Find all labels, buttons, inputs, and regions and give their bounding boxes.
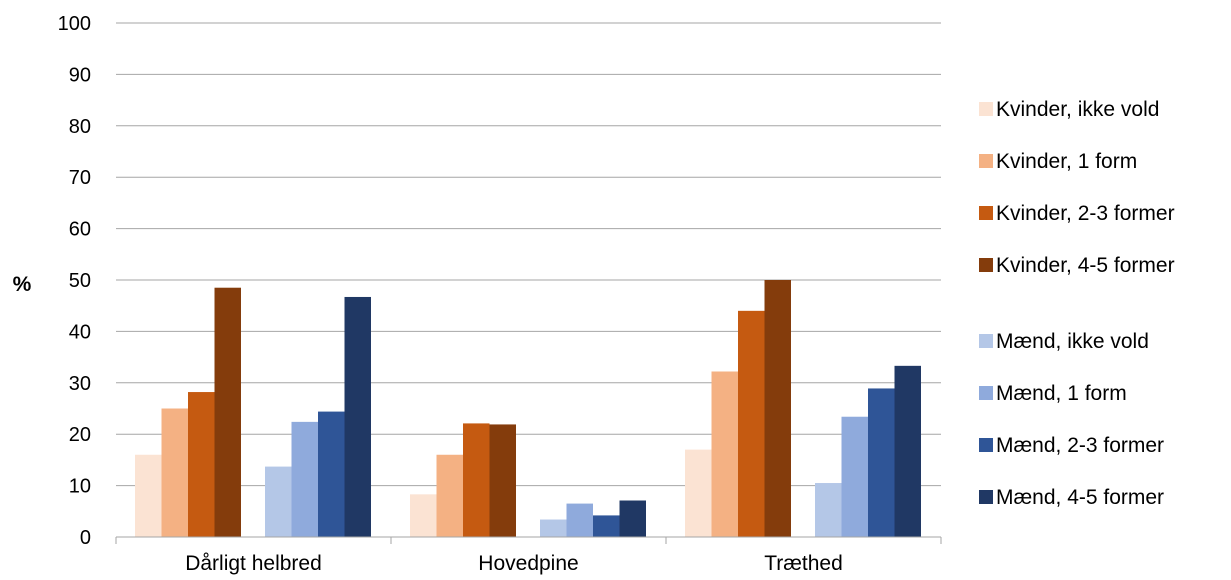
legend-swatch bbox=[979, 154, 993, 168]
bar bbox=[815, 483, 842, 537]
legend-swatch bbox=[979, 102, 993, 116]
legend-label: Kvinder, 4-5 former bbox=[996, 254, 1175, 277]
bar bbox=[188, 392, 215, 537]
legend-swatch bbox=[979, 438, 993, 452]
bar bbox=[593, 515, 620, 537]
category-label: Hovedpine bbox=[478, 552, 578, 575]
legend-label: Mænd, 4-5 former bbox=[996, 486, 1164, 509]
y-tick-label: 10 bbox=[69, 476, 91, 498]
gridlines bbox=[116, 22, 941, 487]
bar bbox=[619, 500, 646, 537]
bar bbox=[410, 494, 437, 537]
bar bbox=[566, 503, 593, 537]
bar bbox=[540, 519, 567, 537]
bar bbox=[764, 280, 791, 537]
y-axis-label: % bbox=[13, 273, 32, 296]
bar bbox=[489, 424, 516, 537]
y-tick-label: 80 bbox=[69, 116, 91, 138]
y-tick-label: 30 bbox=[69, 373, 91, 395]
bar bbox=[868, 388, 895, 537]
y-tick-label: 50 bbox=[69, 270, 91, 292]
category-label: Træthed bbox=[764, 552, 843, 575]
category-label: Dårligt helbred bbox=[185, 552, 322, 575]
legend-label: Kvinder, 2-3 former bbox=[996, 202, 1175, 225]
bar bbox=[291, 421, 318, 537]
y-tick-label: 90 bbox=[69, 64, 91, 86]
x-axis bbox=[115, 536, 942, 544]
legend-swatch bbox=[979, 258, 993, 272]
y-tick-label: 60 bbox=[69, 219, 91, 241]
bars bbox=[135, 280, 921, 537]
legend-label: Mænd, ikke vold bbox=[996, 330, 1149, 353]
legend-label: Kvinder, 1 form bbox=[996, 150, 1137, 173]
legend-swatch bbox=[979, 206, 993, 220]
bar bbox=[265, 466, 292, 537]
legend-label: Mænd, 1 form bbox=[996, 382, 1127, 405]
category-labels: Dårligt helbred Hovedpine Træthed bbox=[185, 552, 843, 575]
y-tick-label: 0 bbox=[80, 527, 91, 549]
y-tick-label: 70 bbox=[69, 167, 91, 189]
legend-label: Mænd, 2-3 former bbox=[996, 434, 1164, 457]
legend-swatch bbox=[979, 490, 993, 504]
bar bbox=[214, 287, 241, 537]
bar bbox=[344, 296, 371, 537]
bar bbox=[738, 310, 765, 537]
bar bbox=[841, 416, 868, 537]
y-tick-label: 40 bbox=[69, 321, 91, 343]
legend-swatch bbox=[979, 334, 993, 348]
bar bbox=[318, 411, 345, 537]
bar bbox=[685, 449, 712, 537]
bar bbox=[711, 371, 738, 537]
y-tick-labels: 0 10 20 30 40 50 60 70 80 90 100 bbox=[58, 13, 91, 549]
y-tick-label: 20 bbox=[69, 424, 91, 446]
bar bbox=[135, 454, 162, 537]
bar bbox=[436, 454, 463, 537]
bar bbox=[894, 365, 921, 537]
y-tick-label: 100 bbox=[58, 13, 91, 35]
bar bbox=[161, 408, 188, 537]
bar bbox=[463, 423, 490, 537]
legend: Kvinder, ikke vold Kvinder, 1 form Kvinder… bbox=[979, 98, 1175, 509]
legend-label: Kvinder, ikke vold bbox=[996, 98, 1159, 121]
legend-swatch bbox=[979, 386, 993, 400]
